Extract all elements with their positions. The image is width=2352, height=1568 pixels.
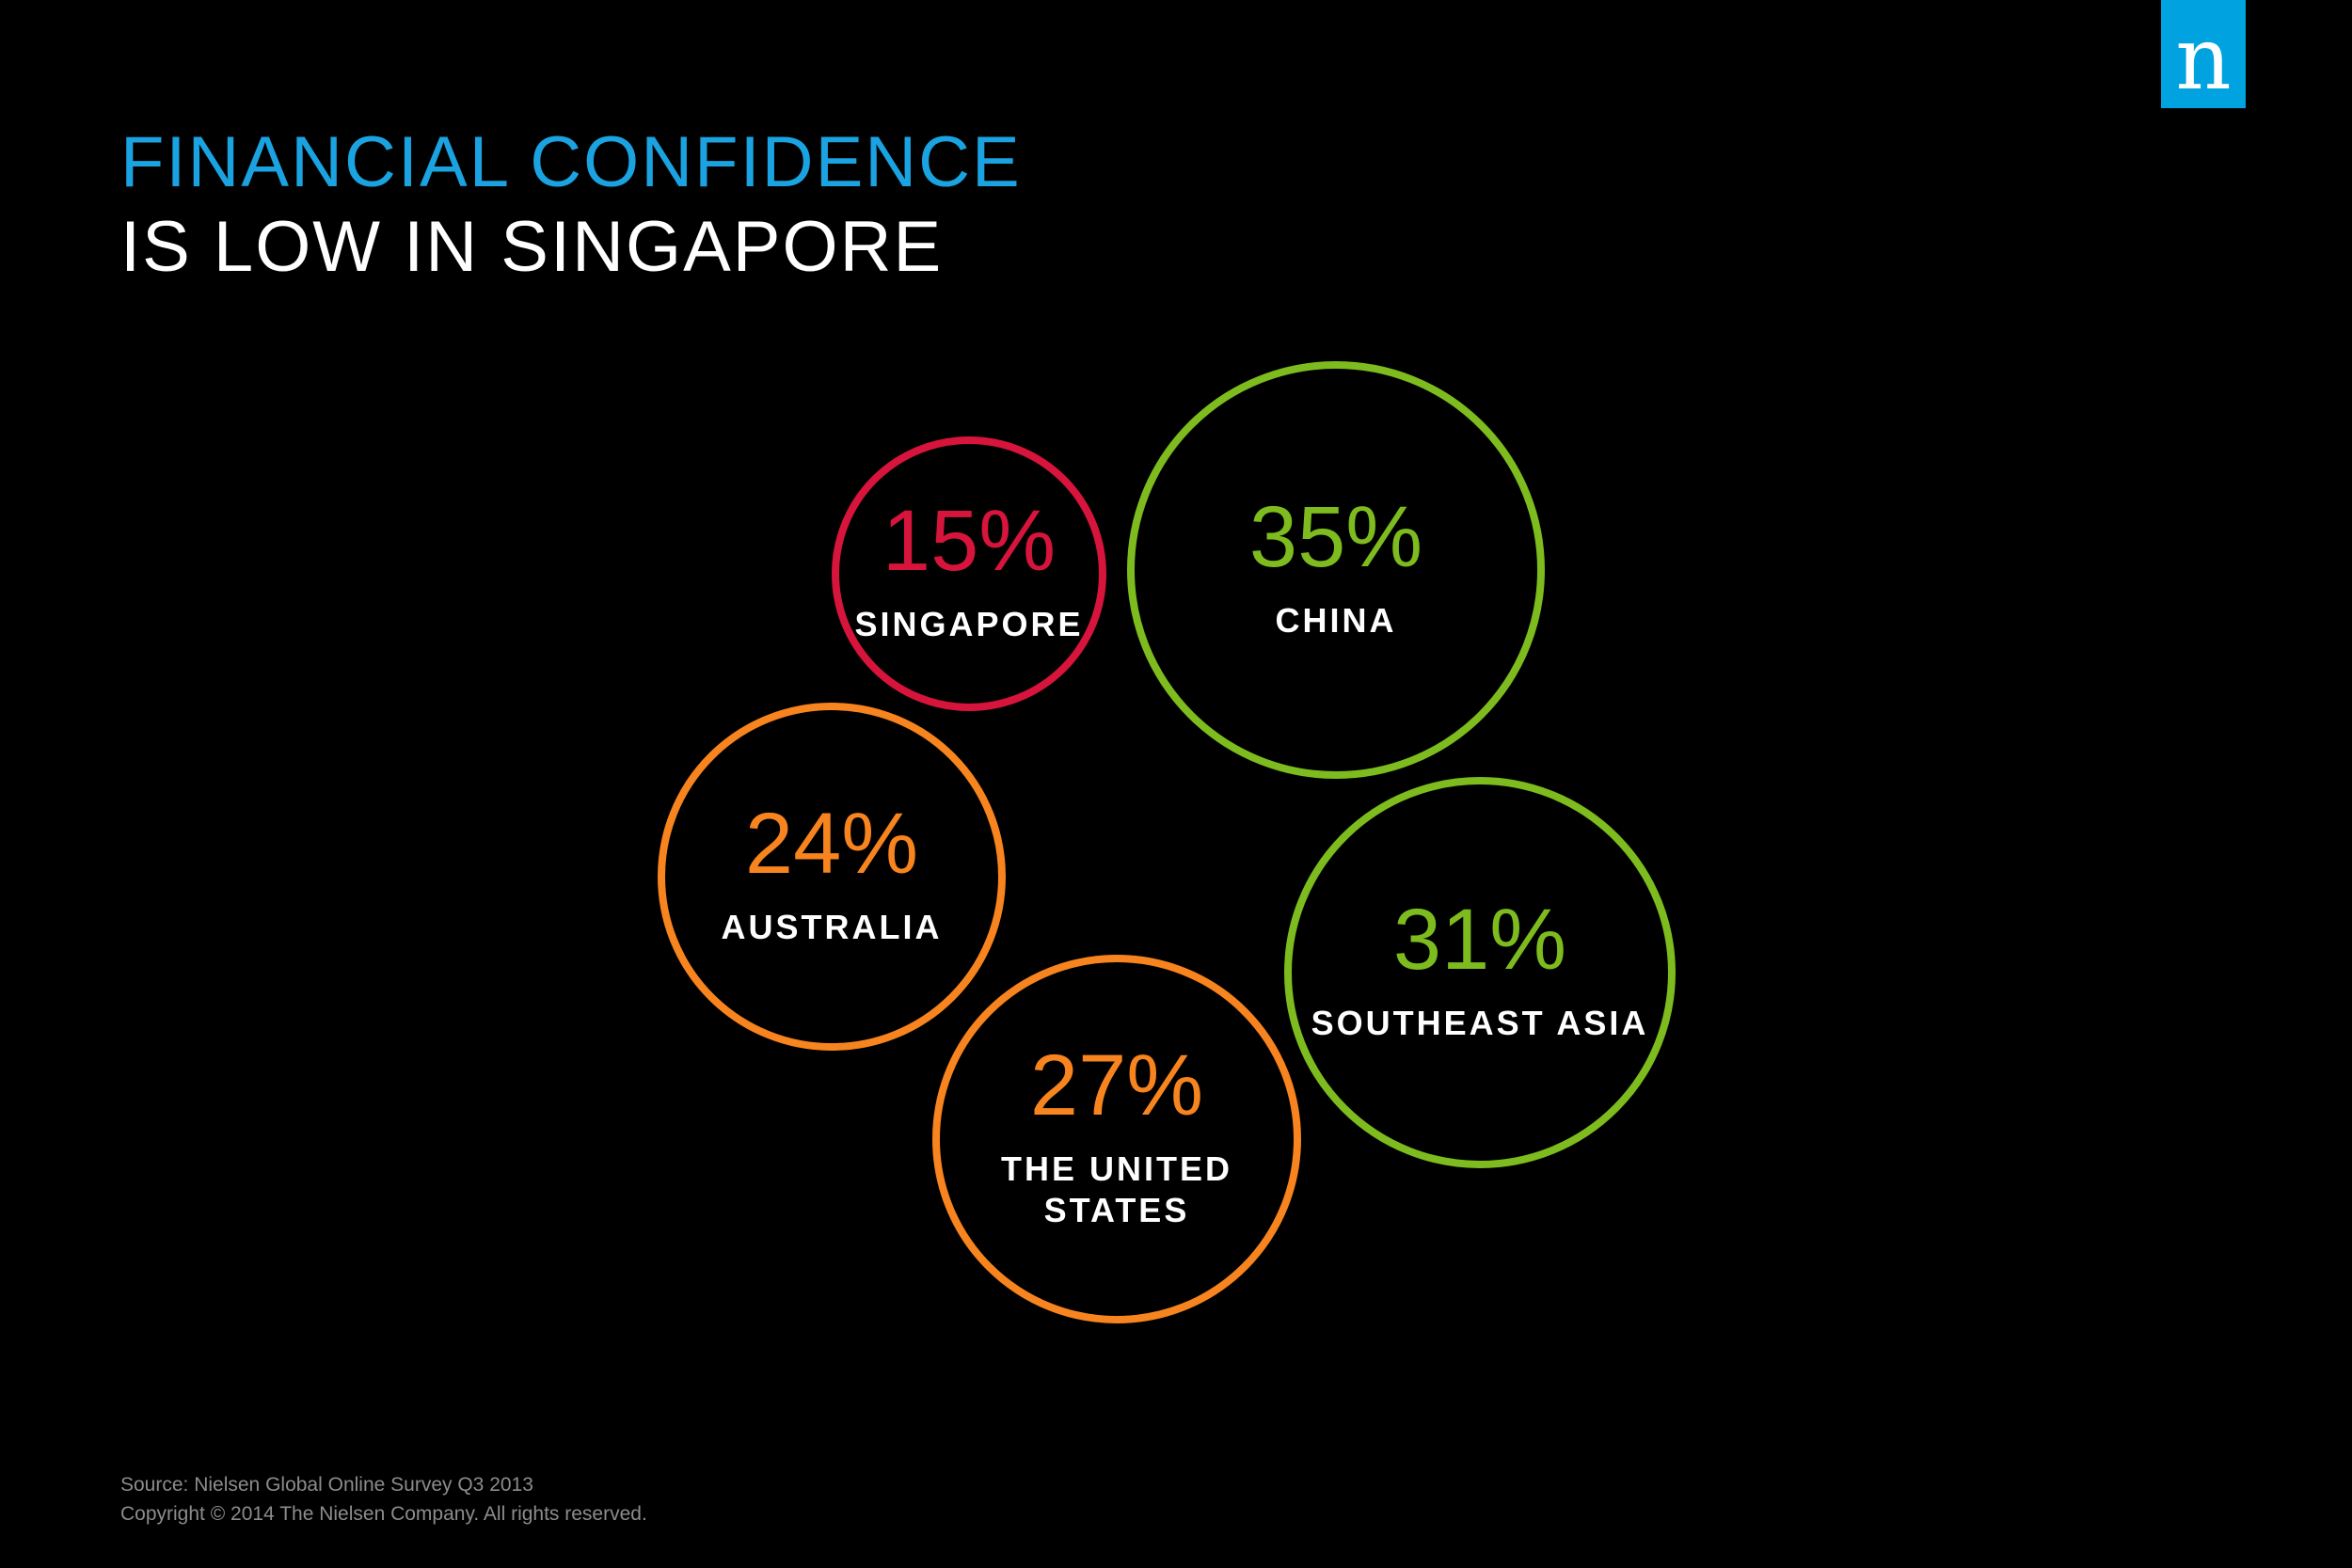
bubble-circle-singapore	[832, 436, 1106, 711]
title-line-1: FINANCIAL CONFIDENCE	[120, 122, 1022, 202]
bubble-value-australia: 24%	[745, 796, 918, 892]
bubble-southeast-asia: 31% SOUTHEAST ASIA	[1284, 777, 1676, 1168]
bubble-value-singapore: 15%	[882, 493, 1056, 589]
bubble-label-australia: AUSTRALIA	[722, 908, 943, 946]
bubble-label-southeast-asia: SOUTHEAST ASIA	[1311, 1004, 1649, 1042]
bubble-china: 35% CHINA	[1127, 361, 1545, 779]
bubble-circle-china	[1127, 361, 1545, 779]
bubble-label-the-united-states-1: THE UNITED	[1001, 1149, 1232, 1188]
bubble-label-the-united-states-2: STATES	[1044, 1191, 1190, 1229]
bubble-circle-australia	[658, 703, 1006, 1051]
source-note: Source: Nielsen Global Online Survey Q3 …	[120, 1474, 533, 1496]
bubble-circle-the-united-states	[932, 955, 1301, 1323]
bubble-circle-southeast-asia	[1284, 777, 1676, 1168]
bubble-label-china: CHINA	[1276, 601, 1397, 640]
bubble-value-southeast-asia: 31%	[1393, 892, 1566, 988]
bubble-value-the-united-states: 27%	[1030, 1037, 1203, 1133]
bubble-singapore: 15% SINGAPORE	[832, 436, 1106, 711]
nielsen-logo: n	[2161, 0, 2246, 108]
title-line-2: IS LOW IN SINGAPORE	[120, 207, 944, 287]
bubble-value-china: 35%	[1249, 489, 1422, 585]
logo-letter: n	[2175, 8, 2232, 109]
copyright-note: Copyright © 2014 The Nielsen Company. Al…	[120, 1503, 647, 1525]
bubble-australia: 24% AUSTRALIA	[658, 703, 1006, 1051]
bubble-label-singapore: SINGAPORE	[854, 605, 1083, 643]
